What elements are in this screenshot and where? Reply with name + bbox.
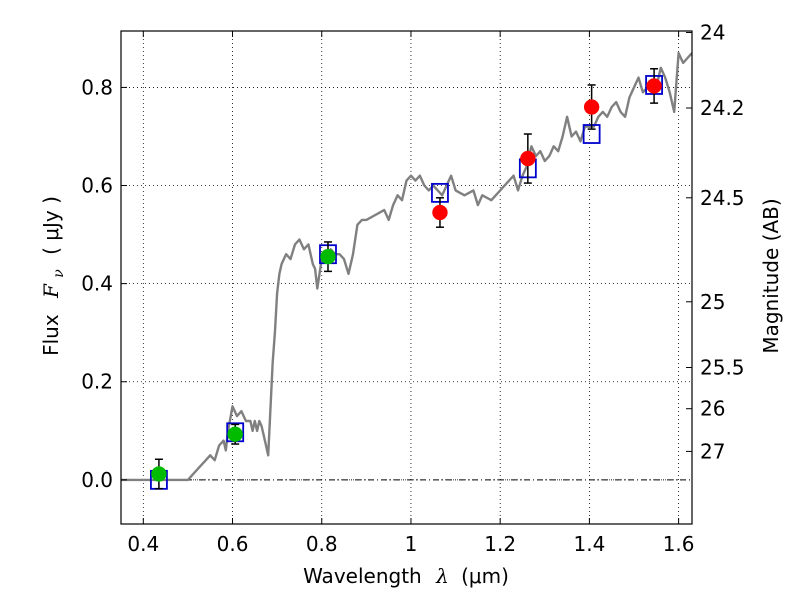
observed-point: [520, 150, 536, 167]
observed-point: [646, 78, 662, 94]
y-axis-label-symbol: F: [39, 283, 63, 299]
y-axis-label: Flux F ν ( μJy ): [39, 196, 68, 356]
y-tick-label: 0.2: [81, 370, 113, 394]
x-tick-label: 0.4: [127, 532, 159, 556]
mag-tick-label: 26: [700, 397, 725, 421]
spectrum-line: [121, 51, 692, 482]
y-tick-label: 0.6: [81, 174, 113, 198]
y-tick-label: 0.4: [81, 272, 113, 296]
plot-frame: [120, 30, 693, 525]
right-axis-label: Magnitude (AB): [759, 198, 783, 353]
mag-tick-label: 24: [700, 20, 725, 44]
observed-point: [151, 466, 167, 482]
x-tick-label: 0.6: [217, 532, 249, 556]
observed-point: [320, 248, 336, 265]
x-axis-label-text: Wavelength: [303, 564, 422, 588]
y-axis-label-unit: ( μJy ): [39, 196, 63, 255]
x-tick-label: 0.8: [306, 532, 338, 556]
mag-tick-label: 25.5: [700, 356, 745, 380]
mag-tick-label: 27: [700, 439, 725, 463]
x-tick-label: 1.2: [484, 532, 516, 556]
x-tick-label: 1.4: [573, 532, 605, 556]
y-axis-label-text: Flux: [39, 314, 63, 356]
observed-point: [583, 99, 600, 115]
y-tick-label: 0.8: [81, 75, 113, 99]
data-layer: [121, 51, 692, 490]
y-tick-label: 0.0: [81, 468, 113, 492]
ticks: 0.4 0.6 0.8 1 1.2 1.4 1.6 0.0 0.2 0.4 0.6 0.8 24 24.2…: [81, 20, 744, 556]
observed-point: [432, 204, 448, 221]
mag-tick-label: 25: [700, 290, 725, 314]
x-tick-label: 1: [405, 532, 418, 556]
mag-tick-label: 24.2: [700, 96, 745, 120]
x-tick-label: 1.6: [663, 532, 695, 556]
observed-point: [227, 426, 243, 442]
x-axis-label-unit: (μm): [461, 564, 509, 588]
x-axis-label-symbol: λ: [435, 564, 449, 588]
y-axis-label-subscript: ν: [51, 269, 67, 278]
mag-tick-label: 24.5: [700, 186, 745, 210]
x-axis-label: Wavelength λ (μm): [303, 564, 509, 588]
